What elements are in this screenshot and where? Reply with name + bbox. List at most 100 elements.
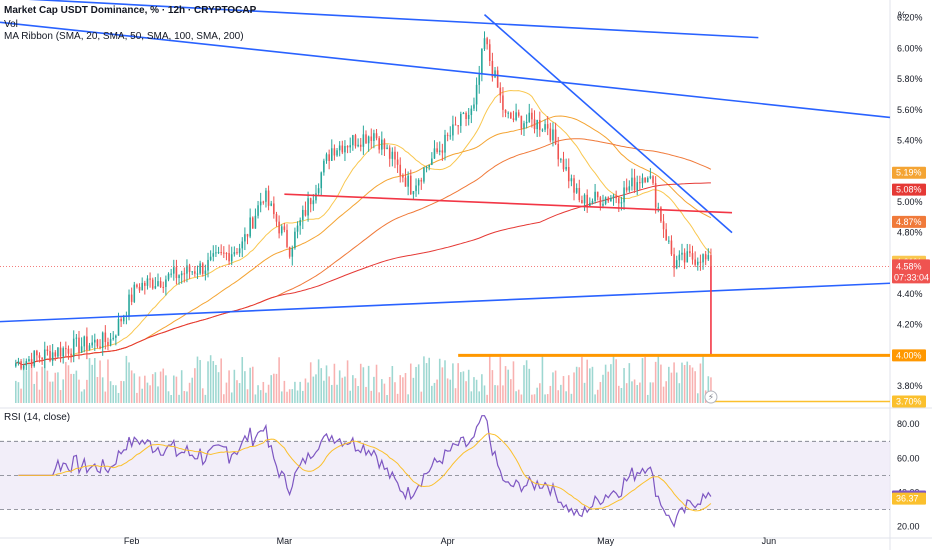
candle-body[interactable] xyxy=(583,194,586,204)
candle-body[interactable] xyxy=(249,217,251,237)
candle-body[interactable] xyxy=(549,128,552,141)
candle-body[interactable] xyxy=(528,112,531,122)
candle-body[interactable] xyxy=(633,177,636,190)
candle-body[interactable] xyxy=(381,139,383,150)
candle-body[interactable] xyxy=(157,281,159,287)
candle-body[interactable] xyxy=(128,294,130,316)
candle-body[interactable] xyxy=(520,115,523,129)
candle-body[interactable] xyxy=(423,167,425,182)
candle-body[interactable] xyxy=(15,363,17,367)
candle-body[interactable] xyxy=(109,339,112,346)
candle-body[interactable] xyxy=(436,148,438,152)
candle-body[interactable] xyxy=(507,112,509,114)
candle-body[interactable] xyxy=(417,179,420,186)
candle-body[interactable] xyxy=(307,198,309,216)
candle-body[interactable] xyxy=(338,145,341,151)
candle-body[interactable] xyxy=(483,38,486,49)
candle-body[interactable] xyxy=(46,349,49,351)
candle-body[interactable] xyxy=(17,361,20,364)
candle-body[interactable] xyxy=(612,195,615,198)
candle-body[interactable] xyxy=(186,265,188,274)
candle-body[interactable] xyxy=(320,172,323,189)
candle-body[interactable] xyxy=(446,134,449,136)
candle-body[interactable] xyxy=(275,214,278,222)
candle-body[interactable] xyxy=(57,347,59,357)
candle-body[interactable] xyxy=(144,282,146,286)
candle-body[interactable] xyxy=(146,278,149,286)
candle-body[interactable] xyxy=(702,254,704,263)
candle-body[interactable] xyxy=(67,348,70,354)
candle-body[interactable] xyxy=(154,286,157,289)
candle-body[interactable] xyxy=(294,231,296,249)
candle-body[interactable] xyxy=(270,203,273,206)
candle-body[interactable] xyxy=(241,241,244,249)
candle-body[interactable] xyxy=(431,158,433,165)
candle-body[interactable] xyxy=(346,146,349,148)
candle-body[interactable] xyxy=(36,350,38,356)
candle-body[interactable] xyxy=(291,248,294,257)
candle-body[interactable] xyxy=(94,339,96,343)
candle-body[interactable] xyxy=(38,355,41,358)
candle-body[interactable] xyxy=(649,176,652,179)
candle-body[interactable] xyxy=(43,349,46,360)
candle-body[interactable] xyxy=(652,176,654,184)
candle-body[interactable] xyxy=(691,253,694,260)
candle-body[interactable] xyxy=(159,281,162,287)
candle-body[interactable] xyxy=(138,286,141,291)
candle-body[interactable] xyxy=(362,134,365,147)
candle-body[interactable] xyxy=(352,135,354,146)
candle-body[interactable] xyxy=(120,318,122,322)
candle-body[interactable] xyxy=(367,136,370,144)
candle-body[interactable] xyxy=(536,119,538,130)
candle-body[interactable] xyxy=(441,150,444,153)
candle-body[interactable] xyxy=(162,286,165,288)
candle-body[interactable] xyxy=(341,145,344,153)
candle-body[interactable] xyxy=(444,134,446,153)
candle-body[interactable] xyxy=(286,229,288,247)
candle-body[interactable] xyxy=(72,338,75,356)
candle-body[interactable] xyxy=(462,112,465,114)
candle-body[interactable] xyxy=(539,119,541,130)
candle-body[interactable] xyxy=(183,273,186,275)
candle-body[interactable] xyxy=(30,359,33,367)
candle-body[interactable] xyxy=(178,275,180,279)
candle-body[interactable] xyxy=(167,273,170,280)
candle-body[interactable] xyxy=(710,255,712,267)
candle-body[interactable] xyxy=(581,200,583,204)
candle-body[interactable] xyxy=(283,226,286,230)
candle-body[interactable] xyxy=(323,160,325,173)
candle-body[interactable] xyxy=(354,135,357,147)
candle-body[interactable] xyxy=(207,259,209,271)
candle-body[interactable] xyxy=(438,150,441,152)
candle-body[interactable] xyxy=(570,178,573,182)
candle-body[interactable] xyxy=(333,148,336,156)
candle-body[interactable] xyxy=(591,201,594,203)
candle-body[interactable] xyxy=(136,284,138,287)
candle-body[interactable] xyxy=(278,221,280,234)
trendline[interactable] xyxy=(284,193,733,214)
candle-body[interactable] xyxy=(78,337,80,353)
candle-body[interactable] xyxy=(288,246,291,257)
candle-body[interactable] xyxy=(228,253,230,262)
candle-body[interactable] xyxy=(299,220,301,226)
candle-body[interactable] xyxy=(409,175,412,195)
drawings[interactable]: ⚡ xyxy=(0,0,891,404)
candle-body[interactable] xyxy=(280,226,283,234)
candle-body[interactable] xyxy=(704,254,707,260)
candle-body[interactable] xyxy=(122,315,125,322)
candle-body[interactable] xyxy=(373,133,375,141)
candle-body[interactable] xyxy=(246,234,249,237)
candle-body[interactable] xyxy=(686,251,689,263)
candle-body[interactable] xyxy=(262,201,265,203)
candle-body[interactable] xyxy=(391,151,394,159)
trendline[interactable] xyxy=(0,21,891,119)
candle-body[interactable] xyxy=(596,191,599,198)
candle-body[interactable] xyxy=(517,112,520,116)
candle-body[interactable] xyxy=(499,87,502,96)
candle-body[interactable] xyxy=(141,282,143,291)
candle-body[interactable] xyxy=(562,159,565,170)
candle-body[interactable] xyxy=(217,252,220,254)
candle-body[interactable] xyxy=(615,195,617,199)
candle-body[interactable] xyxy=(560,159,562,161)
